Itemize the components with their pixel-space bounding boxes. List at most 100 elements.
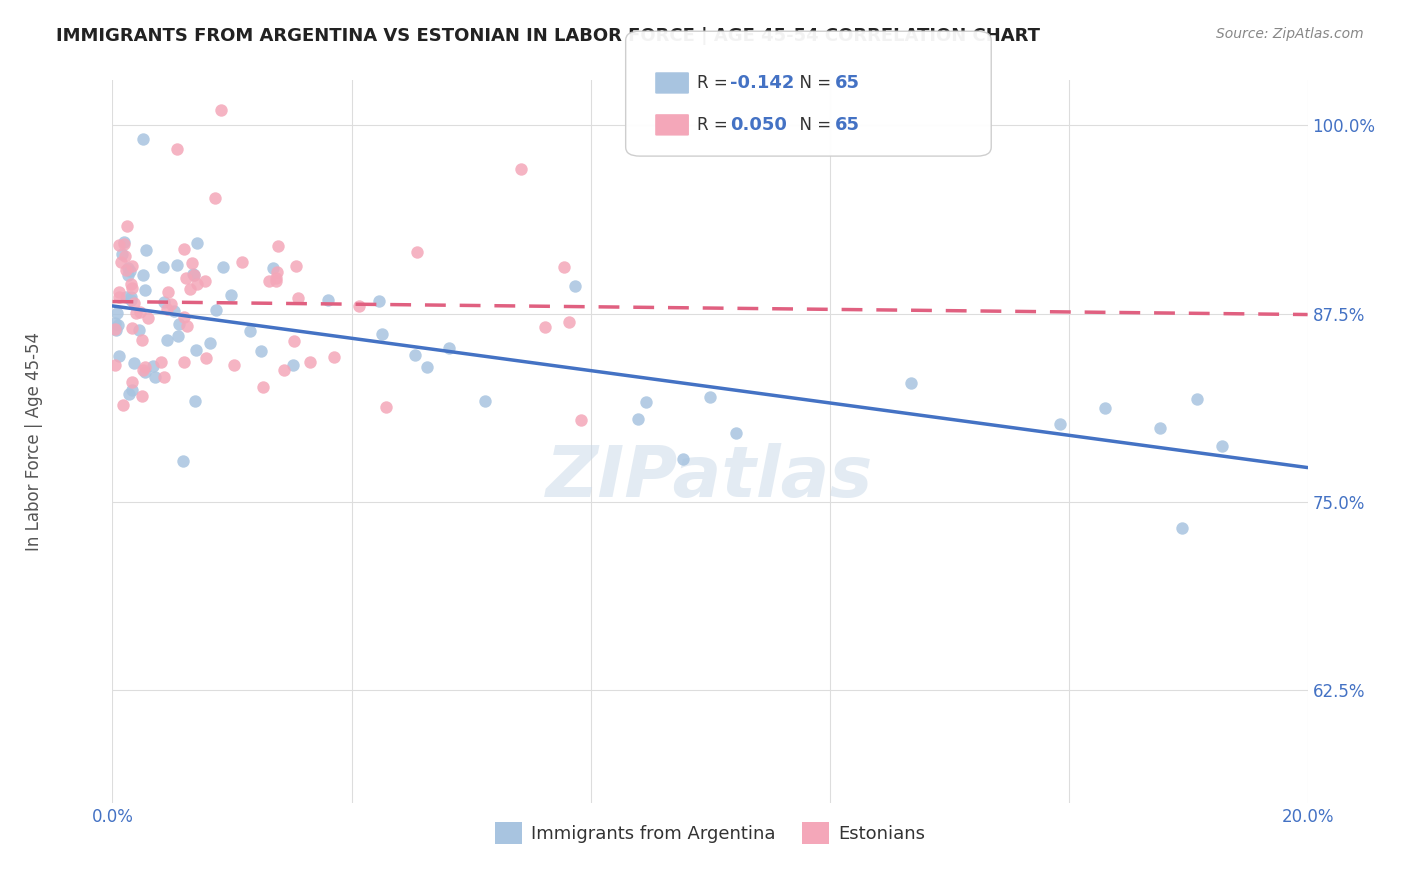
Point	[176, 319, 198, 334]
Point	[172, 453, 194, 467]
Point	[107, 318, 129, 332]
Point	[121, 375, 143, 389]
Point	[374, 401, 396, 415]
Point	[120, 293, 142, 307]
Point	[112, 398, 135, 412]
Point	[136, 310, 159, 325]
Point	[249, 344, 271, 359]
Point	[239, 324, 262, 338]
Point	[553, 260, 575, 274]
Point	[135, 243, 157, 257]
Point	[264, 270, 287, 285]
Point	[257, 274, 280, 288]
Point	[510, 162, 533, 177]
Point	[404, 348, 426, 362]
Point	[283, 334, 305, 348]
Point	[194, 351, 217, 365]
Point	[167, 328, 190, 343]
Point	[179, 282, 201, 296]
Point	[266, 265, 288, 279]
Point	[405, 244, 427, 259]
Point	[134, 284, 156, 298]
Point	[163, 303, 186, 318]
Point	[121, 281, 143, 295]
Point	[323, 351, 346, 365]
Point	[183, 268, 205, 282]
Point	[219, 288, 242, 302]
Point	[281, 358, 304, 372]
Point	[132, 132, 155, 146]
Point	[134, 359, 156, 374]
Text: N =: N =	[789, 116, 837, 134]
Point	[134, 365, 156, 379]
Point	[111, 246, 134, 260]
Point	[181, 267, 204, 281]
Point	[153, 370, 176, 384]
Point	[156, 333, 179, 347]
Text: R =: R =	[697, 116, 734, 134]
Point	[1049, 417, 1071, 432]
Point	[131, 333, 153, 347]
Point	[107, 238, 129, 252]
Point	[699, 390, 721, 404]
Point	[104, 316, 127, 330]
Point	[347, 299, 370, 313]
Point	[166, 258, 188, 272]
Point	[108, 290, 131, 304]
Point	[415, 359, 437, 374]
Point	[316, 293, 339, 307]
Point	[1094, 401, 1116, 416]
Text: R =: R =	[697, 74, 734, 92]
Point	[264, 274, 287, 288]
Point	[120, 277, 142, 292]
Point	[121, 321, 143, 335]
Point	[121, 259, 143, 273]
Point	[198, 335, 221, 350]
Text: IMMIGRANTS FROM ARGENTINA VS ESTONIAN IN LABOR FORCE | AGE 45-54 CORRELATION CHA: IMMIGRANTS FROM ARGENTINA VS ESTONIAN IN…	[56, 27, 1040, 45]
Point	[108, 285, 131, 299]
Point	[107, 349, 129, 363]
Point	[173, 310, 195, 325]
Text: Source: ZipAtlas.com: Source: ZipAtlas.com	[1216, 27, 1364, 41]
Point	[117, 260, 139, 275]
Text: N =: N =	[789, 74, 837, 92]
Point	[152, 260, 174, 275]
Point	[368, 294, 391, 309]
Point	[299, 355, 322, 369]
Text: 65: 65	[835, 116, 860, 134]
Point	[183, 268, 205, 282]
Point	[209, 103, 232, 118]
Point	[125, 306, 148, 320]
Point	[204, 191, 226, 205]
Point	[284, 259, 307, 273]
Point	[224, 359, 246, 373]
Point	[636, 395, 658, 409]
Point	[104, 322, 127, 336]
Point	[1187, 392, 1209, 406]
Point	[166, 142, 188, 156]
Point	[900, 376, 922, 390]
Point	[132, 362, 155, 376]
Point	[184, 394, 207, 409]
Point	[143, 370, 166, 384]
Text: ZIPatlas: ZIPatlas	[547, 443, 873, 512]
Point	[131, 389, 153, 403]
Point	[558, 315, 581, 329]
Point	[142, 359, 165, 374]
Point	[156, 285, 179, 300]
Point	[204, 303, 226, 318]
Point	[120, 264, 142, 278]
Point	[104, 358, 127, 372]
Point	[474, 393, 496, 408]
Text: 65: 65	[835, 74, 860, 92]
Legend: Immigrants from Argentina, Estonians: Immigrants from Argentina, Estonians	[488, 815, 932, 852]
Point	[122, 356, 145, 370]
Point	[115, 263, 138, 277]
Point	[287, 291, 309, 305]
Point	[104, 323, 127, 337]
Point	[120, 290, 142, 304]
Point	[1211, 439, 1233, 453]
Point	[194, 274, 217, 288]
Point	[211, 260, 233, 274]
Point	[117, 219, 139, 233]
